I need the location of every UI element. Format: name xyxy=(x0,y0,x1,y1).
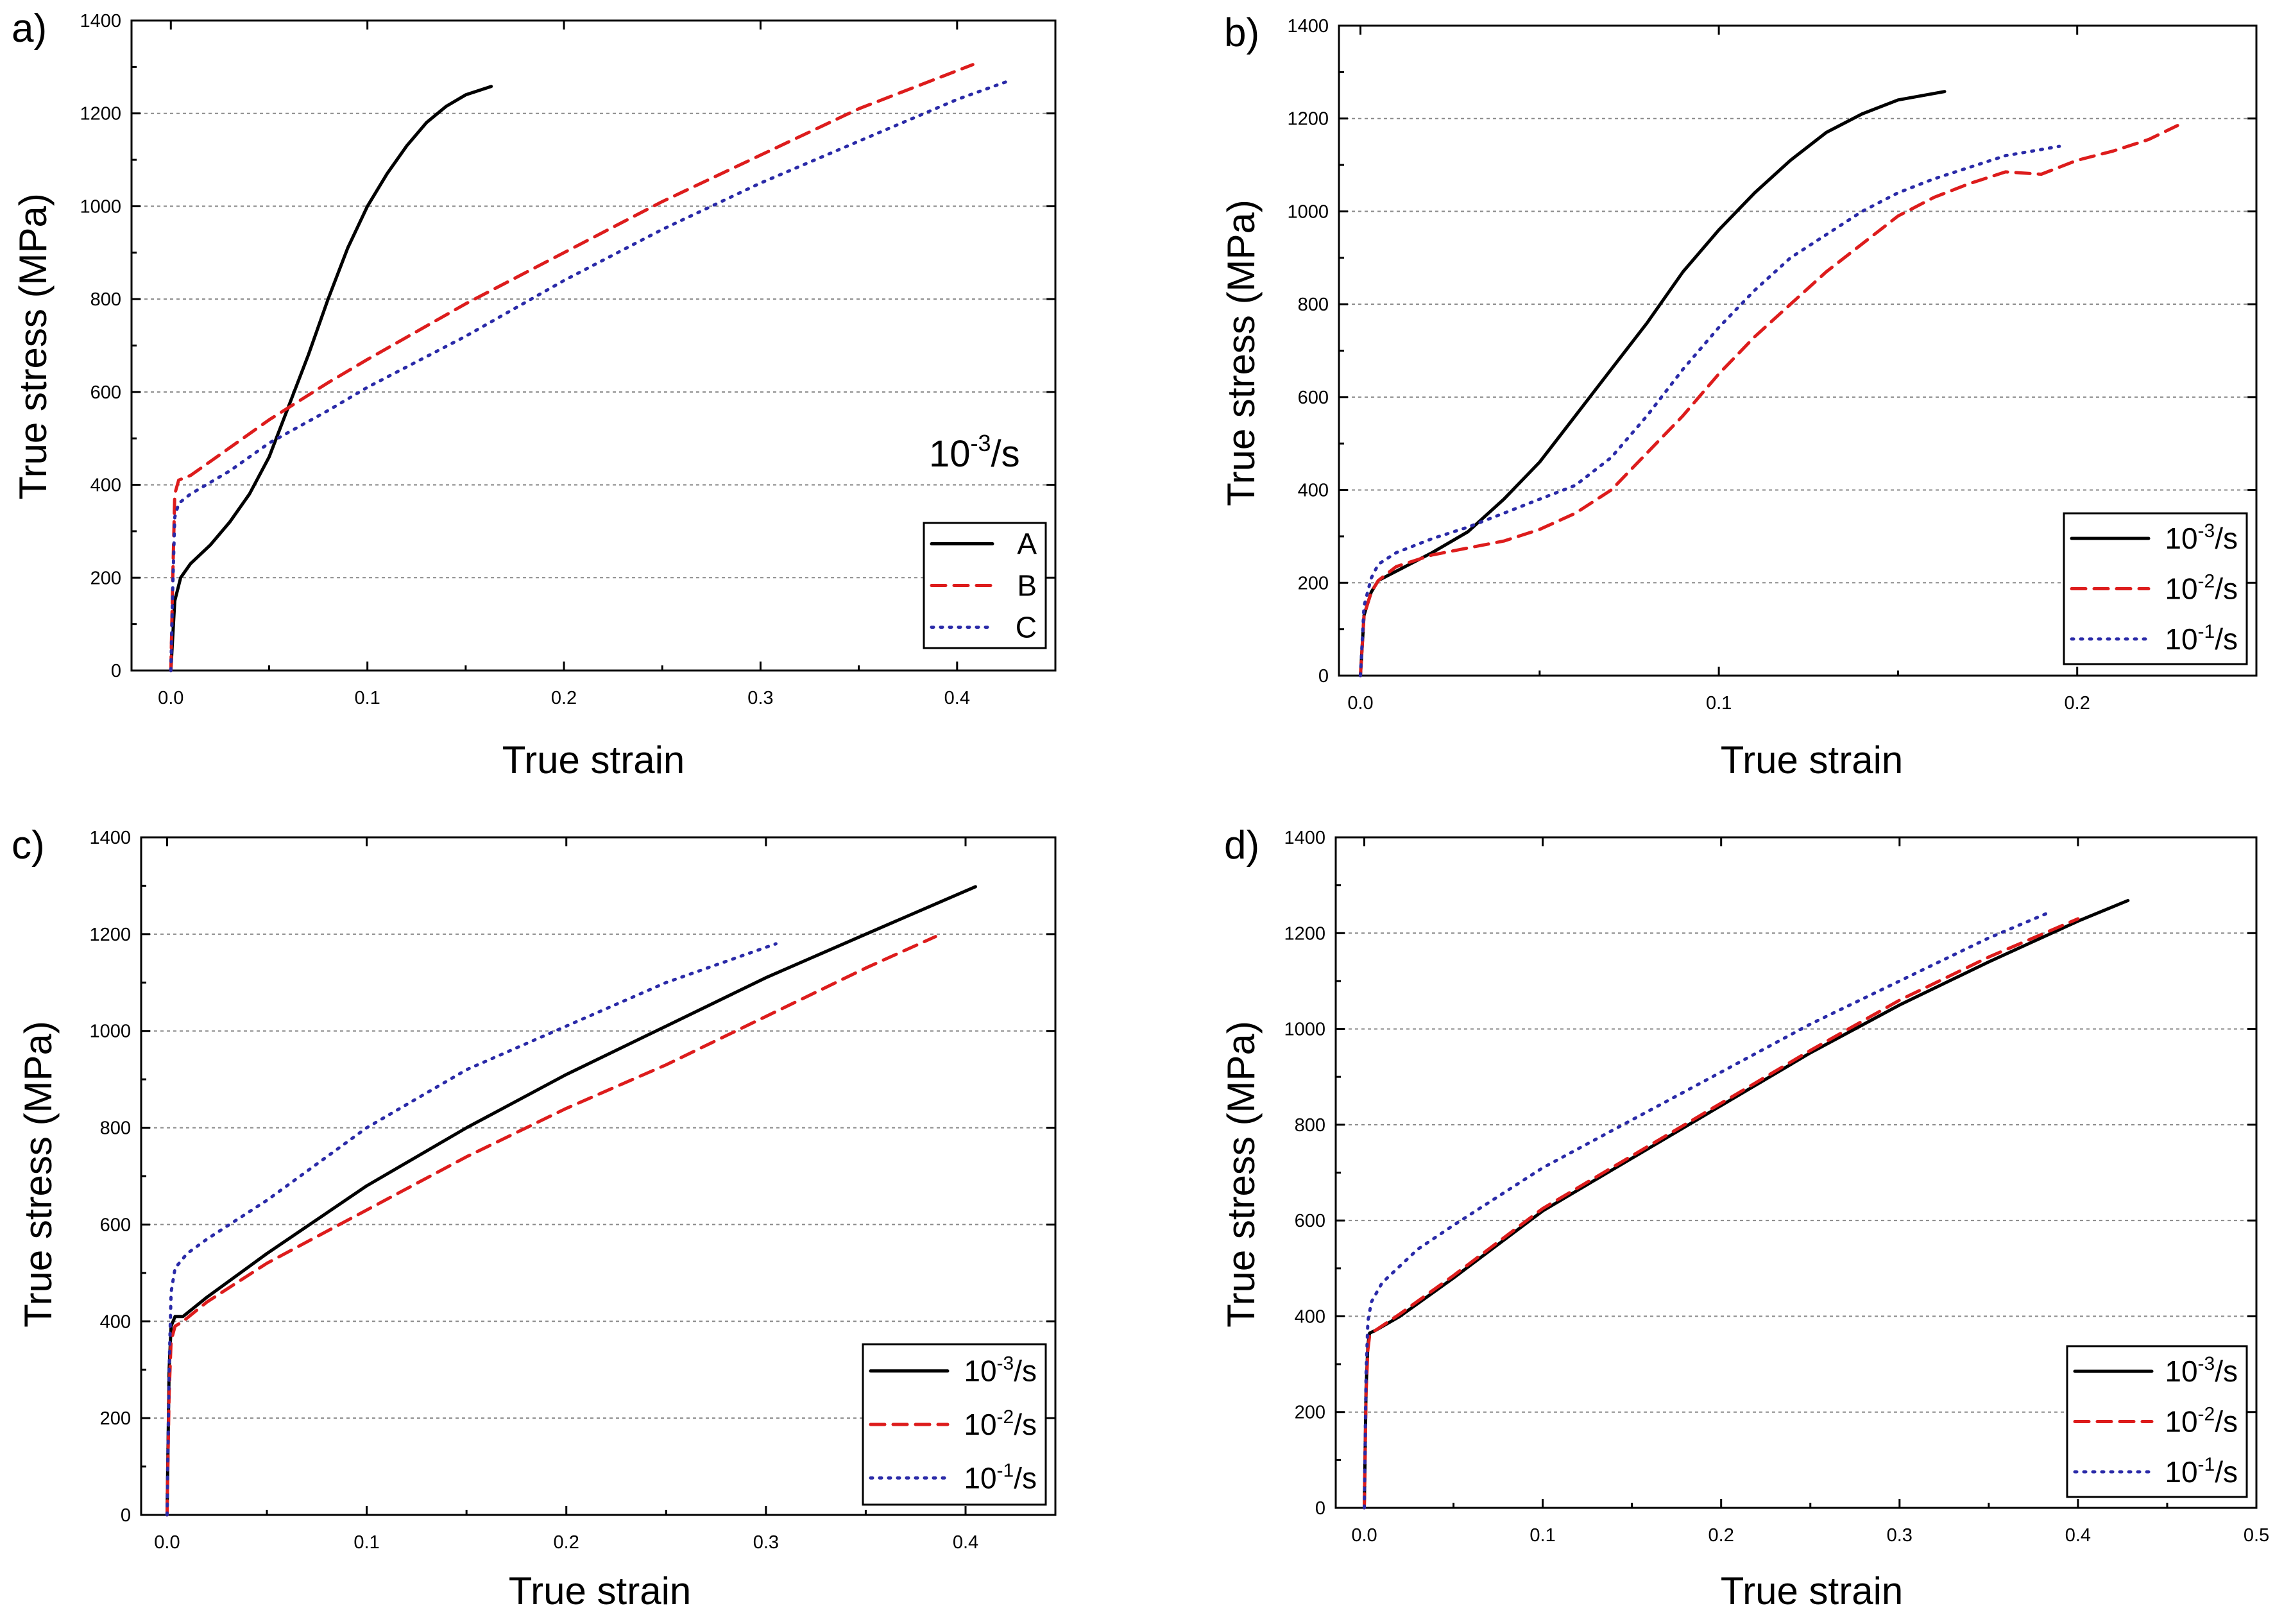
y-tick-label: 600 xyxy=(1298,388,1329,408)
x-tick-label: 0.0 xyxy=(158,688,183,708)
panel-a: a) True strain True stress (MPa) 10-3/s … xyxy=(12,6,1057,782)
y-tick-label: 1000 xyxy=(1287,201,1329,222)
plot-area: 0 200 400 600 800 1000 1200 1400 0.0 0.1 0.2 0.3 0.4 xyxy=(80,11,1057,708)
y-tick-label: 1000 xyxy=(1284,1020,1325,1040)
y-tick-label: 1200 xyxy=(80,104,121,124)
plot-area: 0 200 400 600 800 1000 1200 1400 0.0 0.1 0.2 xyxy=(1287,16,2258,714)
legend-label: 10-3/s xyxy=(2165,520,2238,555)
legend-label: 10-2/s xyxy=(2165,571,2238,606)
x-tick-label: 0.1 xyxy=(354,688,380,708)
y-tick-label: 1200 xyxy=(89,925,131,945)
x-tick-label: 0.3 xyxy=(753,1532,779,1553)
legend-label: 10-1/s xyxy=(2165,621,2238,656)
strain-rate-annotation: 10-3/s xyxy=(929,430,1020,475)
y-tick-label: 600 xyxy=(100,1215,131,1235)
y-axis-title: True stress (MPa) xyxy=(1220,1021,1263,1328)
x-axis-title: True strain xyxy=(1721,1569,1904,1612)
series-line-dotted xyxy=(1363,910,2053,1510)
y-tick-label: 200 xyxy=(1298,573,1329,594)
legend-label: 10-1/s xyxy=(2165,1454,2238,1489)
x-axis-title: True strain xyxy=(502,739,685,782)
y-tick-label: 1400 xyxy=(1284,828,1325,848)
y-tick-label: 200 xyxy=(1295,1403,1325,1423)
x-tick-label: 0.0 xyxy=(1351,1525,1377,1546)
plot-area: 0 200 400 600 800 1000 1200 1400 0.0 0.1 0.2 0.3 0.4 xyxy=(89,828,1057,1553)
legend-label: A xyxy=(1017,527,1037,561)
y-axis-title: True stress (MPa) xyxy=(12,193,55,500)
series-line-dashed xyxy=(169,63,975,672)
x-tick-label: 0.1 xyxy=(354,1532,379,1553)
panel-label: b) xyxy=(1224,11,1259,55)
legend: 10-3/s 10-2/s 10-1/s xyxy=(862,1343,1047,1506)
y-tick-label: 1400 xyxy=(80,11,121,31)
legend-label: 10-3/s xyxy=(2165,1353,2238,1388)
series-line-dashed xyxy=(1359,124,2179,678)
panel-d: d) True strain True stress (MPa) 0 200 400… xyxy=(1220,823,2269,1612)
y-tick-label: 0 xyxy=(111,661,121,681)
series-line-dotted xyxy=(165,942,778,1517)
y-tick-label: 800 xyxy=(100,1118,131,1139)
panel-label: d) xyxy=(1224,823,1259,868)
y-tick-label: 1000 xyxy=(80,196,121,217)
y-axis-title: True stress (MPa) xyxy=(1220,200,1263,506)
panel-b: b) True strain True stress (MPa) 0 200 400… xyxy=(1220,11,2258,782)
legend: 10-3/s 10-2/s 10-1/s xyxy=(2066,1345,2248,1498)
y-tick-label: 1400 xyxy=(89,828,131,848)
y-tick-label: 200 xyxy=(90,568,121,588)
legend-label: 10-2/s xyxy=(964,1406,1037,1441)
x-tick-label: 0.0 xyxy=(154,1532,180,1553)
y-tick-label: 1200 xyxy=(1284,923,1325,944)
y-tick-label: 400 xyxy=(1298,481,1329,501)
x-tick-label: 0.4 xyxy=(2065,1525,2091,1546)
y-tick-label: 600 xyxy=(1295,1211,1325,1231)
y-tick-label: 600 xyxy=(90,382,121,403)
panel-label: c) xyxy=(12,823,45,868)
y-tick-label: 1200 xyxy=(1287,109,1329,130)
y-tick-label: 0 xyxy=(1315,1498,1325,1519)
legend-label: B xyxy=(1017,569,1037,603)
x-tick-label: 0.1 xyxy=(1706,693,1732,714)
panel-c: c) True strain True stress (MPa) 0 200 400… xyxy=(12,823,1057,1612)
y-tick-label: 0 xyxy=(121,1505,131,1526)
x-tick-label: 0.2 xyxy=(1708,1525,1734,1546)
y-tick-label: 1400 xyxy=(1287,16,1329,37)
legend: 10-3/s 10-2/s 10-1/s xyxy=(2063,512,2248,665)
x-tick-label: 0.5 xyxy=(2244,1525,2269,1546)
x-tick-label: 0.0 xyxy=(1347,693,1373,714)
panel-label: a) xyxy=(12,6,47,51)
y-tick-label: 400 xyxy=(1295,1306,1325,1327)
x-tick-label: 0.3 xyxy=(1887,1525,1913,1546)
series-line-dotted xyxy=(1359,144,2061,678)
x-tick-label: 0.4 xyxy=(944,688,970,708)
x-tick-label: 0.2 xyxy=(554,1532,579,1553)
series-line-solid xyxy=(169,85,493,672)
x-tick-label: 0.2 xyxy=(551,688,577,708)
y-tick-label: 0 xyxy=(1318,666,1329,687)
legend-label: 10-2/s xyxy=(2165,1404,2238,1439)
x-tick-label: 0.2 xyxy=(2065,693,2090,714)
x-tick-label: 0.1 xyxy=(1529,1525,1555,1546)
y-tick-label: 800 xyxy=(1295,1115,1325,1136)
legend-label: C xyxy=(1016,611,1037,644)
legend: ABC xyxy=(923,522,1047,649)
x-axis-title: True strain xyxy=(1721,739,1904,782)
x-tick-label: 0.4 xyxy=(953,1532,978,1553)
y-axis-title: True stress (MPa) xyxy=(17,1021,60,1328)
y-tick-label: 800 xyxy=(90,289,121,310)
y-tick-label: 200 xyxy=(100,1408,131,1429)
y-tick-label: 400 xyxy=(90,475,121,496)
series-line-dashed xyxy=(165,935,937,1517)
plot-area: 0 200 400 600 800 1000 1200 1400 0.0 0.1 0.2 0.3 0.4… xyxy=(1284,828,2269,1546)
y-tick-label: 800 xyxy=(1298,295,1329,315)
legend-label: 10-3/s xyxy=(964,1353,1037,1388)
legend-label: 10-1/s xyxy=(964,1460,1037,1494)
series-line-dashed xyxy=(1363,917,2080,1510)
x-axis-title: True strain xyxy=(509,1569,692,1612)
y-tick-label: 1000 xyxy=(89,1021,131,1042)
series-line-dotted xyxy=(169,80,1008,672)
x-tick-label: 0.3 xyxy=(747,688,773,708)
y-tick-label: 400 xyxy=(100,1312,131,1332)
